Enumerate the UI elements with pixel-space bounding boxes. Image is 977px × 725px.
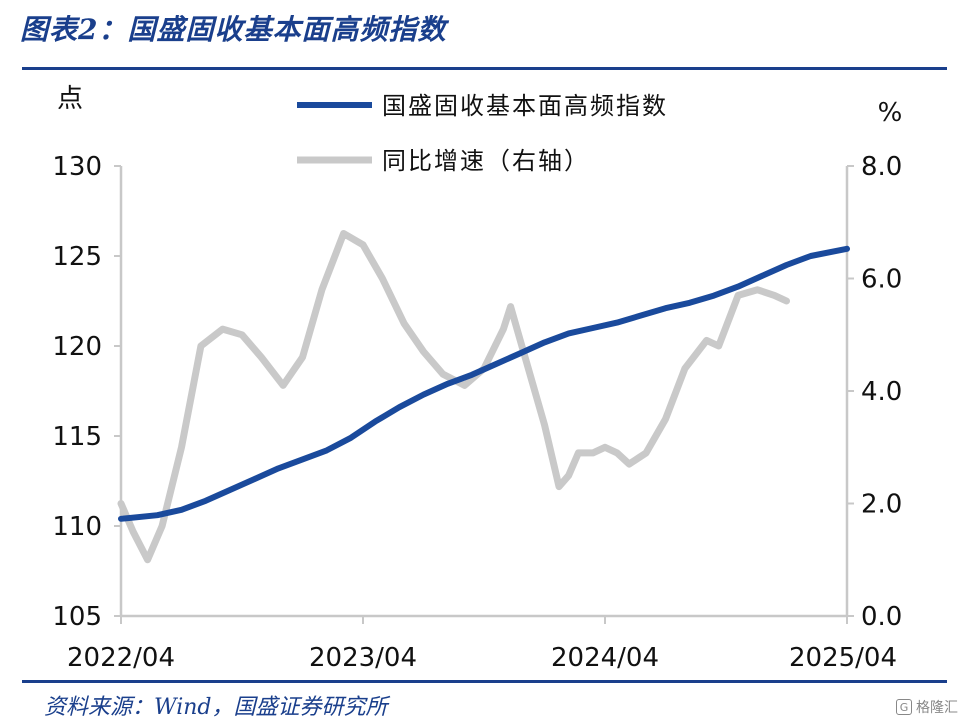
left-tick-label: 110 (52, 512, 102, 542)
right-tick-label: 6.0 (861, 265, 902, 295)
right-tick-label: 4.0 (861, 377, 902, 407)
figure-title: 图表2：国盛固收基本面高频指数 (20, 13, 447, 46)
left-tick-label: 105 (52, 602, 102, 632)
left-tick-label: 125 (52, 242, 102, 272)
watermark: G 格隆汇 (896, 697, 958, 717)
left-tick-label: 120 (52, 332, 102, 362)
x-tick-label: 2022/04 (67, 643, 175, 673)
left-tick-label: 115 (52, 422, 102, 452)
title-rule (22, 67, 947, 70)
watermark-text: 格隆汇 (916, 700, 958, 716)
index-series-line (118, 245, 850, 522)
watermark-logo-icon: G (896, 699, 912, 715)
legend-label-yoy: 同比增速（右轴） (382, 147, 590, 175)
source-note: 资料来源：Wind，国盛证券研究所 (44, 695, 388, 720)
right-tick-label: 0.0 (861, 602, 902, 632)
right-axis-unit-label: % (878, 98, 903, 128)
legend-label-index: 国盛固收基本面高频指数 (382, 92, 668, 120)
right-tick-label: 2.0 (861, 490, 902, 520)
left-tick-label: 130 (52, 152, 102, 182)
left-axis-unit-label: 点 (57, 84, 83, 114)
x-tick-label: 2023/04 (309, 643, 417, 673)
source-rule (22, 680, 947, 683)
chart-series-layer (117, 230, 850, 564)
chart-axes (114, 165, 854, 624)
x-tick-label: 2024/04 (551, 643, 659, 673)
x-tick-label: 2025/04 (789, 643, 897, 673)
chart-labels: 105 110 115 120 125 130 0.0 2.0 4.0 6.0 8.0 2022/04… (52, 84, 902, 673)
yoy-series-line (117, 230, 790, 564)
right-tick-label: 8.0 (861, 152, 902, 182)
